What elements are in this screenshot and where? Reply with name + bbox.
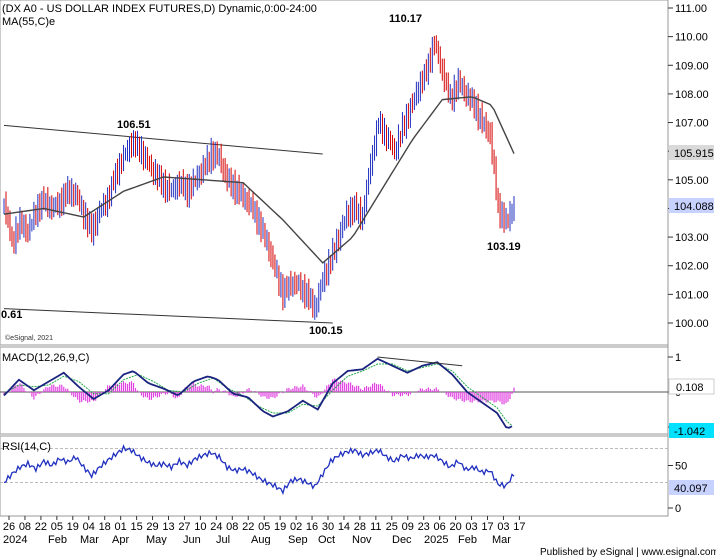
annotation-left-edge: 0.61 xyxy=(1,309,22,321)
footer-text: Published by eSignal | www.esignal.com xyxy=(540,547,716,558)
x-day-label: 13 xyxy=(162,521,174,533)
ma-label: MA(55,C)e xyxy=(2,16,55,28)
last-price-box xyxy=(669,198,714,213)
x-day-label: 22 xyxy=(35,521,47,533)
lower-channel-line xyxy=(3,308,333,324)
x-day-label: 10 xyxy=(194,521,206,533)
macd-title: MACD(12,26,9,C) xyxy=(2,352,89,364)
annotation-low-mar: 103.19 xyxy=(487,241,521,253)
ma-line xyxy=(3,96,515,264)
x-day-label: 05 xyxy=(258,521,270,533)
x-day-label: 19 xyxy=(274,521,286,533)
x-month-label: 2024 xyxy=(3,534,27,546)
upper-channel-line xyxy=(3,124,323,155)
x-month-label: Aug xyxy=(251,534,271,546)
annotation-low-sep: 100.15 xyxy=(309,325,343,337)
x-month-label: Dec xyxy=(392,534,412,546)
x-day-label: 27 xyxy=(178,521,190,533)
x-day-label: 20 xyxy=(449,521,461,533)
price-bars xyxy=(3,35,515,320)
x-day-label: 22 xyxy=(242,521,254,533)
x-month-label: Nov xyxy=(352,534,372,546)
x-day-label: 03 xyxy=(465,521,477,533)
x-day-label: 19 xyxy=(67,521,79,533)
x-day-label: 08 xyxy=(226,521,238,533)
x-day-label: 04 xyxy=(83,521,95,533)
price-tick-label: 111.00 xyxy=(675,3,707,15)
x-month-label: Mar xyxy=(80,534,99,546)
x-day-label: 24 xyxy=(210,521,222,533)
rsi-line xyxy=(3,444,515,496)
x-month-label: Feb xyxy=(458,534,477,546)
rsi-graph: 50 0 xyxy=(0,444,687,515)
price-tick-label: 110.00 xyxy=(675,32,708,44)
x-day-label: 09 xyxy=(402,521,414,533)
price-tick-label: 107.00 xyxy=(675,118,709,130)
macd-signal-box xyxy=(669,423,714,438)
rsi-tick-label: 50 xyxy=(675,461,687,473)
x-day-label: 02 xyxy=(290,521,302,533)
x-month-label: Jun xyxy=(183,534,201,546)
x-axis: 26 08 22 05 19 04 18 01 15 29 13 27 10 24 08 22 05 19 02 16… xyxy=(3,516,526,546)
x-month-label: Jul xyxy=(216,534,230,546)
price-tick-label: 100.00 xyxy=(675,318,709,330)
watermark: ©eSignal, 2021 xyxy=(5,334,53,342)
x-day-label: 23 xyxy=(418,521,430,533)
x-day-label: 08 xyxy=(19,521,31,533)
x-day-label: 15 xyxy=(130,521,142,533)
ma-value-label: 105.915 xyxy=(674,148,714,160)
x-day-label: 14 xyxy=(338,521,350,533)
price-tick-label: 101.00 xyxy=(675,289,709,301)
ma55-line xyxy=(3,96,515,264)
price-tick-label: 108.00 xyxy=(675,89,709,101)
x-month-label: Apr xyxy=(112,534,129,546)
x-day-label: 11 xyxy=(370,521,381,533)
annotation-high-peak: 110.17 xyxy=(389,13,422,25)
x-day-label: 17 xyxy=(481,521,493,533)
x-day-label: 06 xyxy=(434,521,446,533)
macd-trendline xyxy=(377,356,463,367)
x-month-label: 2025 xyxy=(424,534,448,546)
x-day-label: 16 xyxy=(306,521,318,533)
x-month-label: Oct xyxy=(318,534,335,546)
macd-value-box xyxy=(668,378,715,395)
x-day-label: 03 xyxy=(497,521,509,533)
annotation-high-2024: 106.51 xyxy=(117,119,151,131)
rsi-value-box xyxy=(669,480,714,495)
x-day-label: 17 xyxy=(513,521,525,533)
price-tick-label: 105.00 xyxy=(675,175,709,187)
x-day-label: 25 xyxy=(386,521,398,533)
x-day-label: 29 xyxy=(146,521,158,533)
x-day-label: 30 xyxy=(322,521,334,533)
price-trendlines xyxy=(3,124,333,324)
right-axis-strip xyxy=(668,0,716,516)
x-day-label: 26 xyxy=(3,521,15,533)
macd-value-label: 0.108 xyxy=(676,382,704,394)
footer-bar xyxy=(0,545,716,559)
macd-line xyxy=(3,357,513,429)
price-tick-label: 103.00 xyxy=(675,232,709,244)
rsi-title: RSI(14,C) xyxy=(2,441,51,453)
x-day-label: 28 xyxy=(354,521,366,533)
rsi-value-label: 40.097 xyxy=(674,483,708,495)
x-month-label: Mar xyxy=(492,534,511,546)
ma-value-box xyxy=(669,145,714,160)
x-month-label: Feb xyxy=(48,534,67,546)
x-day-label: 18 xyxy=(99,521,111,533)
price-tick-label: 102.00 xyxy=(675,261,709,273)
x-day-label: 05 xyxy=(51,521,63,533)
x-month-label: May xyxy=(146,534,167,546)
x-day-label: 01 xyxy=(115,521,127,533)
macd-tick-label: 1 xyxy=(675,352,681,364)
chart-title: (DX A0 - US DOLLAR INDEX FUTURES,D) Dyna… xyxy=(2,3,317,15)
price-tick-label: 109.00 xyxy=(675,60,709,72)
rsi-tick-label: 0 xyxy=(675,503,681,515)
last-price-label: 104.088 xyxy=(674,201,714,213)
x-month-label: Sep xyxy=(288,534,308,546)
macd-signal-label: -1.042 xyxy=(674,426,705,438)
